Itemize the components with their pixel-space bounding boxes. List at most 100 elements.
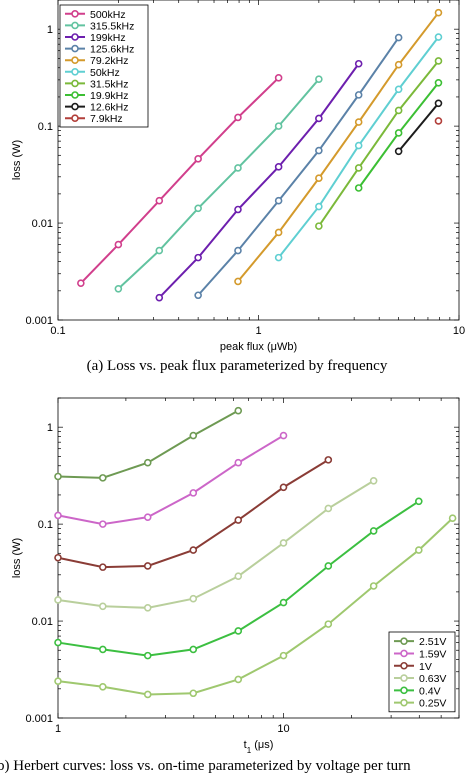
data-point [194,155,202,163]
data-point [324,620,333,628]
data-point [54,511,62,520]
data-point [315,114,323,123]
data-point [99,520,107,528]
legend-label: 1.59V [419,648,446,660]
y-axis-label: loss (W) [11,538,23,578]
data-point [234,164,242,172]
data-point [143,513,152,521]
data-point [143,458,152,467]
data-point [54,472,62,481]
data-point [274,163,283,171]
data-point [114,284,123,293]
legend-box [388,631,456,713]
series-2-51v [54,406,243,482]
series-line [57,434,285,526]
data-point [414,546,423,554]
legend-item-0-25v: 0.25V [394,698,446,710]
series-line [397,102,440,152]
data-point [234,572,243,581]
data-point [315,222,323,230]
y-tick-label: 0.001 [25,315,53,327]
legend-item-50khz: 50kHz [65,67,120,79]
data-point [143,651,152,660]
x-axis-label-subscript: 1 [247,746,252,755]
legend-swatch-marker [71,10,79,18]
series-19-9khz [354,78,443,192]
data-point [315,174,323,183]
data-point [434,78,443,87]
legend-swatch-marker [400,637,408,645]
data-point [274,122,283,130]
series-7-9khz [434,117,443,125]
series-line [158,63,360,299]
data-point [279,651,288,660]
data-point [189,489,198,497]
data-point [234,113,242,122]
data-point [189,645,198,654]
data-point [54,677,62,685]
data-point [324,456,333,464]
y-tick-label: 0.1 [38,519,53,531]
data-point [394,106,403,115]
y-tick-label: 0.01 [32,616,53,628]
x-tick-label: 10 [453,325,465,337]
series-0-63v [54,476,378,612]
data-point [189,689,198,698]
data-point [315,75,323,83]
legend-item-2-51v: 2.51V [394,636,446,648]
data-point [324,504,333,513]
x-tick-label: 1 [55,723,61,735]
data-point [155,246,164,255]
series-50khz [274,33,443,262]
data-point [414,497,423,506]
series-0-4v [54,497,423,660]
chart-loss-vs-peak-flux: 0.1 1 10 0.001 0.01 0.1 1 peak flux (μWb) loss (… [11,0,465,353]
legend-label: 500kHz [90,9,126,21]
legend-label: 19.9kHz [90,90,129,102]
data-point [279,483,288,492]
caption-b: (b) Herbert curves: loss vs. on-time par… [0,758,411,774]
x-tick-label: 1 [255,325,261,337]
y-tick-label: 0.1 [38,121,53,133]
data-point [99,682,107,691]
data-point [234,205,242,214]
data-point [114,240,123,249]
x-axis-label-unit: (μs) [251,739,273,751]
data-point [189,546,198,554]
data-point [234,458,243,467]
legend-item-1v: 1V [394,661,432,673]
legend-swatch-marker [71,68,79,76]
data-point [394,129,403,137]
y-tick-label: 0.01 [32,218,53,230]
legend-label: 7.9kHz [90,113,123,125]
series-125-6khz [194,33,403,300]
legend-item-7-9khz: 7.9kHz [65,113,123,125]
data-point [274,228,283,237]
series-line [197,36,400,296]
data-point [54,596,62,604]
series-500khz [77,74,283,287]
data-point [143,604,152,612]
data-point [194,253,202,262]
legend-label: 199kHz [90,32,126,44]
legend-label: 12.6kHz [90,102,129,114]
legend-label: 0.25V [419,698,446,710]
legend-swatch-marker [400,649,408,658]
data-point [143,690,152,699]
series-0-25v [54,514,457,699]
series-line [117,78,320,290]
x-axis-label: peak flux (μWb) [220,341,297,353]
y-tick-label: 0.001 [25,713,53,725]
data-point [194,291,202,300]
data-point [394,147,403,156]
legend-label: 50kHz [90,67,120,79]
data-point [434,33,443,41]
data-point [394,33,403,42]
legend-item-0-4v: 0.4V [394,685,441,697]
series-315-5khz [114,75,323,293]
legend-swatch-marker [71,44,79,53]
legend-item-125-6khz: 125.6kHz [65,44,134,56]
legend-label: 31.5kHz [90,78,129,90]
legend-swatch-marker [400,686,408,695]
